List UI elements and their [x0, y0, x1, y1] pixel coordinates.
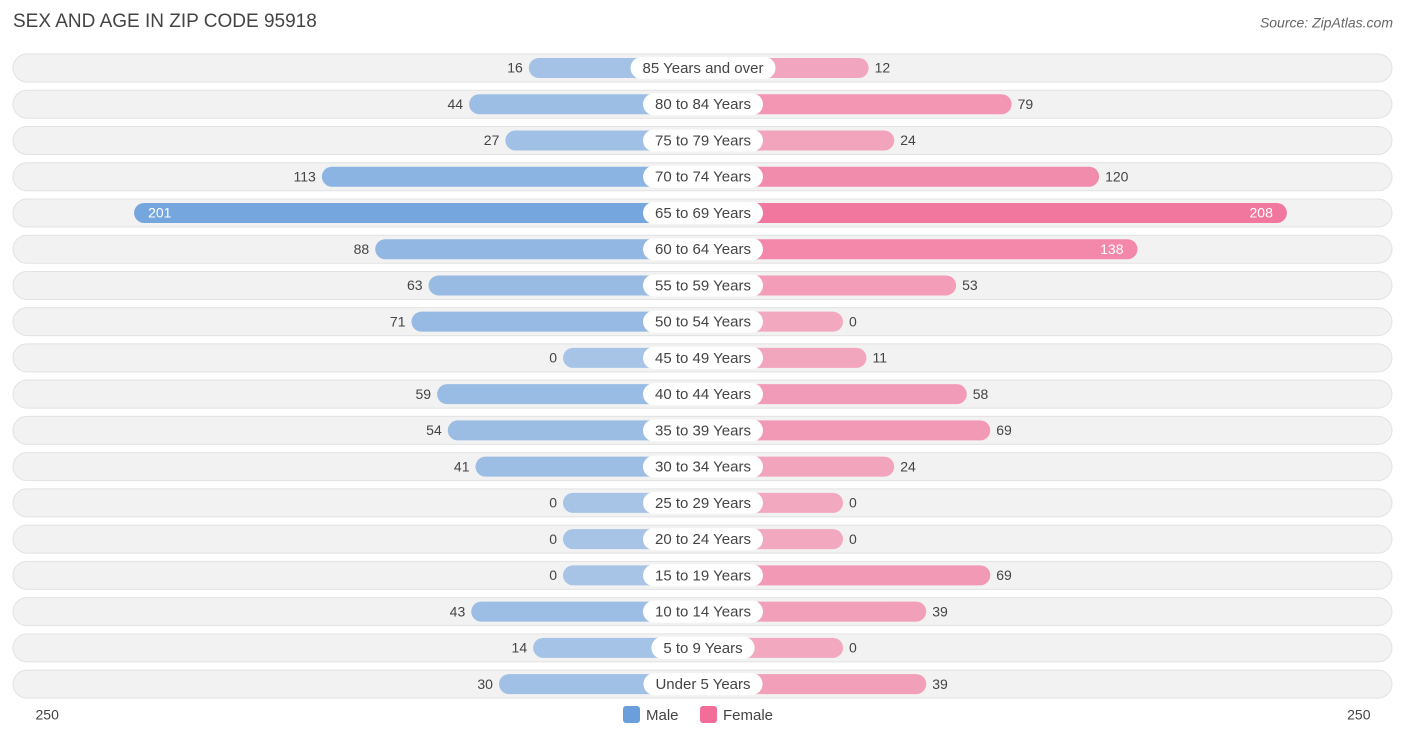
value-label: 120: [1105, 168, 1129, 184]
bar: [411, 311, 703, 332]
x-tick-label: 250: [1347, 707, 1371, 723]
category-label: 45 to 49 Years: [655, 350, 751, 367]
value-label: 201: [148, 205, 172, 221]
value-label: 69: [996, 422, 1012, 438]
value-label: 63: [407, 277, 423, 293]
value-label: 88: [354, 241, 370, 257]
category-pill: [651, 636, 755, 659]
category-label: 85 Years and over: [643, 60, 764, 77]
value-label: 54: [426, 422, 442, 438]
value-label: 113: [294, 168, 317, 184]
value-label: 39: [932, 603, 948, 619]
category-label: 75 to 79 Years: [655, 132, 751, 149]
category-label: 50 to 54 Years: [655, 314, 751, 331]
bar: [134, 202, 704, 223]
legend-swatch: [623, 706, 640, 723]
bar: [703, 420, 991, 441]
category-pill: [643, 310, 763, 333]
value-label: 0: [849, 640, 857, 656]
value-label: 59: [416, 386, 432, 402]
category-pill: [630, 57, 776, 79]
value-label: 16: [507, 60, 523, 76]
value-label: 0: [549, 495, 557, 511]
category-pill: [643, 346, 763, 369]
category-label: 40 to 44 Years: [655, 386, 751, 403]
category-label: 5 to 9 Years: [663, 640, 742, 657]
category-pill: [643, 419, 763, 442]
bar: [703, 166, 1100, 187]
bar: [703, 565, 991, 586]
bar: [703, 239, 1138, 260]
value-label: 71: [390, 313, 406, 329]
value-label: 79: [1018, 96, 1034, 112]
bar: [703, 94, 1012, 115]
bar: [447, 420, 703, 441]
chart-title: SEX AND AGE IN ZIP CODE 95918: [13, 11, 317, 32]
legend-swatch: [700, 706, 717, 723]
bar: [703, 275, 957, 296]
bar: [437, 384, 703, 405]
category-label: 20 to 24 Years: [655, 531, 751, 548]
bar: [428, 275, 703, 296]
value-label: 24: [900, 132, 916, 148]
category-pill: [643, 383, 763, 406]
value-label: 0: [549, 567, 557, 583]
category-label: 25 to 29 Years: [655, 495, 751, 512]
value-label: 0: [549, 350, 557, 366]
value-label: 14: [512, 640, 528, 656]
bar: [321, 166, 703, 187]
value-label: 58: [973, 386, 989, 402]
value-label: 53: [962, 277, 978, 293]
legend-label: Male: [646, 707, 679, 724]
value-label: 0: [849, 313, 857, 329]
category-pill: [643, 129, 763, 152]
bar: [703, 202, 1287, 223]
category-pill: [643, 165, 763, 188]
category-label: 60 to 64 Years: [655, 241, 751, 258]
category-pill: [643, 528, 763, 551]
source: Source: ZipAtlas.com: [1260, 15, 1393, 31]
value-label: 12: [875, 60, 891, 76]
category-label: 70 to 74 Years: [655, 169, 751, 186]
category-label: 65 to 69 Years: [655, 205, 751, 222]
category-label: 10 to 14 Years: [655, 604, 751, 621]
category-pill: [643, 201, 763, 224]
x-tick-label: 250: [36, 707, 60, 723]
category-label: 80 to 84 Years: [655, 96, 751, 113]
category-pill: [643, 564, 763, 587]
category-pill: [643, 673, 763, 696]
bar: [375, 239, 703, 260]
category-label: 35 to 39 Years: [655, 422, 751, 439]
category-pill: [643, 274, 763, 297]
category-pill: [643, 455, 763, 478]
category-label: Under 5 Years: [655, 676, 750, 693]
value-label: 44: [448, 96, 464, 112]
value-label: 0: [549, 531, 557, 547]
category-pill: [643, 491, 763, 514]
category-pill: [643, 238, 763, 261]
value-label: 0: [849, 495, 857, 511]
value-label: 0: [849, 531, 857, 547]
legend-label: Female: [723, 707, 773, 724]
category-label: 55 to 59 Years: [655, 277, 751, 294]
value-label: 208: [1250, 205, 1274, 221]
value-label: 41: [454, 458, 470, 474]
value-label: 30: [477, 676, 493, 692]
category-pill: [643, 600, 763, 623]
value-label: 27: [484, 132, 500, 148]
value-label: 39: [932, 676, 948, 692]
value-label: 24: [900, 458, 916, 474]
category-label: 15 to 19 Years: [655, 567, 751, 584]
value-label: 69: [996, 567, 1012, 583]
bar: [703, 384, 967, 405]
category-label: 30 to 34 Years: [655, 459, 751, 476]
value-label: 11: [872, 350, 887, 366]
value-label: 43: [450, 603, 466, 619]
category-pill: [643, 93, 763, 116]
value-label: 138: [1100, 241, 1124, 257]
